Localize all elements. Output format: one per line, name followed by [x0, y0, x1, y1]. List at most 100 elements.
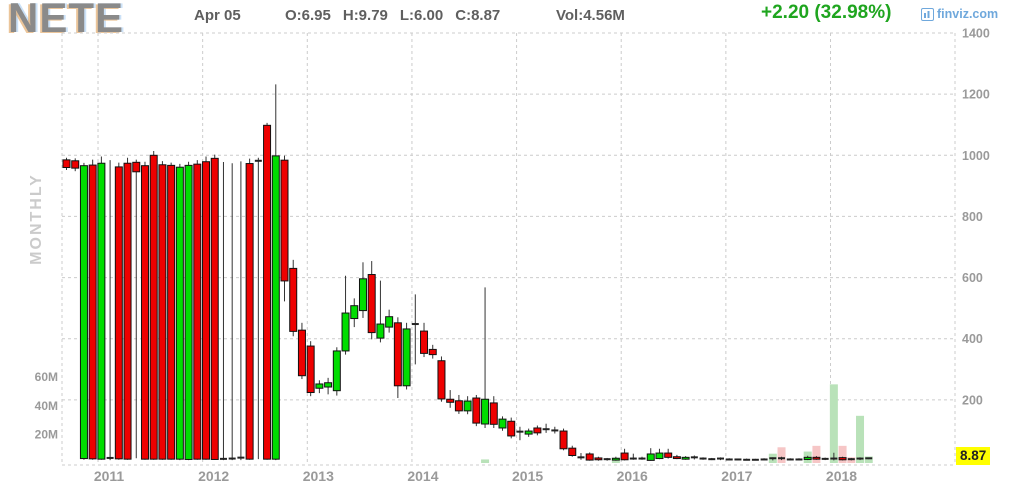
candle-body-doji	[551, 429, 559, 432]
candle-body	[446, 398, 455, 403]
ticker-symbol: NETE	[8, 0, 125, 41]
candle-body	[472, 397, 481, 424]
candle-body	[585, 453, 594, 461]
chart-date: Apr 05	[194, 7, 241, 24]
candle-body	[306, 345, 315, 394]
candle-body-doji	[516, 430, 524, 433]
candle-body	[681, 456, 690, 460]
candle-body-doji	[865, 457, 873, 460]
candle-body	[672, 456, 681, 460]
candle-body-doji	[786, 458, 794, 461]
candle-body-doji	[856, 457, 864, 460]
candle-body	[620, 452, 629, 461]
candle-body	[71, 160, 80, 169]
volume-bar	[838, 445, 847, 463]
candle-body	[175, 166, 184, 460]
candle-body	[803, 456, 812, 460]
candle-body	[533, 427, 542, 434]
year-tick-label: 2015	[512, 468, 543, 484]
volume-bar	[864, 456, 873, 463]
candle-body	[463, 400, 472, 412]
candle-body-doji	[699, 457, 707, 460]
candle-body-doji	[760, 458, 768, 461]
candle-body	[289, 267, 298, 332]
candle-body	[280, 159, 289, 282]
year-tick-label: 2016	[617, 468, 648, 484]
candle-body	[489, 402, 498, 425]
candle-body-doji	[228, 457, 236, 460]
candle-body-doji	[708, 458, 716, 461]
year-tick-label: 2012	[198, 468, 229, 484]
axis-labels: 1400 1200 1000 800 600 400 200 60M 40M 20M 2011 201…	[35, 27, 990, 485]
candle-body-doji	[725, 458, 733, 461]
candle-body-doji	[743, 458, 751, 461]
price-tick-label: 1000	[962, 149, 990, 163]
volume-bar	[829, 384, 838, 463]
candle-body-doji	[821, 457, 829, 460]
candle-body-doji	[629, 457, 637, 460]
volume-tick-label: 60M	[35, 370, 58, 384]
candle-body	[385, 316, 394, 328]
candle-body	[568, 447, 577, 456]
candle-body	[611, 457, 620, 461]
candle-body	[559, 430, 568, 450]
candle-body	[437, 360, 446, 400]
candle-body-doji	[717, 457, 724, 460]
candle-body	[297, 329, 306, 377]
finviz-brand-label: finviz.com	[937, 7, 999, 21]
candle-body-doji	[830, 457, 838, 460]
low-value: L:6.00	[399, 7, 444, 24]
candle-body	[140, 165, 149, 460]
volume-bar	[856, 415, 865, 463]
finviz-brand-link[interactable]: finviz.com	[921, 7, 998, 21]
candle-body	[97, 162, 106, 460]
candle-body	[324, 382, 333, 388]
candle-body	[158, 164, 167, 460]
price-tick-label: 200	[962, 393, 983, 407]
candle-body	[245, 163, 254, 460]
candle-body	[210, 157, 219, 460]
price-tick-label: 800	[962, 210, 983, 224]
candle-body	[88, 164, 97, 460]
volume-bars	[481, 384, 873, 463]
volume-tick-label: 20M	[35, 427, 58, 441]
close-value: C:8.87	[455, 7, 501, 24]
open-value: O:6.95	[285, 7, 331, 24]
volume-bar	[481, 459, 490, 463]
candle-body-doji	[769, 457, 777, 460]
year-tick-label: 2014	[407, 468, 438, 484]
candle-body-doji	[219, 457, 227, 460]
grid	[61, 32, 956, 466]
candle-body	[393, 322, 402, 387]
candle-body	[454, 400, 463, 412]
candle-body-doji	[237, 456, 245, 459]
candle-body	[62, 159, 71, 169]
year-tick-label: 2017	[721, 468, 752, 484]
candle-body	[376, 323, 385, 339]
candle-body-doji	[542, 428, 550, 431]
candle-body	[315, 383, 324, 389]
candle-body-doji	[254, 159, 262, 162]
candle-body-doji	[795, 458, 803, 461]
ohlc-readout: O:6.95 H:9.79 L:6.00 C:8.87	[285, 7, 512, 24]
candle-body	[332, 350, 341, 392]
candle-body	[664, 452, 673, 458]
candle-body-doji	[751, 458, 759, 461]
candle-body	[149, 154, 158, 460]
price-tick-label: 600	[962, 271, 983, 285]
year-tick-label: 2011	[94, 468, 125, 484]
candle-body	[507, 420, 516, 437]
candle-body	[132, 161, 141, 173]
candle-body	[420, 330, 429, 354]
price-change-badge: +2.20 (32.98%)	[761, 2, 892, 23]
candle-body	[594, 457, 603, 461]
candle-body-doji	[603, 458, 611, 461]
high-value: H:9.79	[342, 7, 388, 24]
candle-body	[202, 161, 211, 460]
candle-body-doji	[411, 323, 419, 326]
candle-body-doji	[577, 456, 585, 459]
candle-body	[123, 162, 132, 460]
year-tick-label: 2018	[826, 468, 857, 484]
volume-bar	[777, 447, 786, 463]
candle-body	[184, 164, 193, 460]
